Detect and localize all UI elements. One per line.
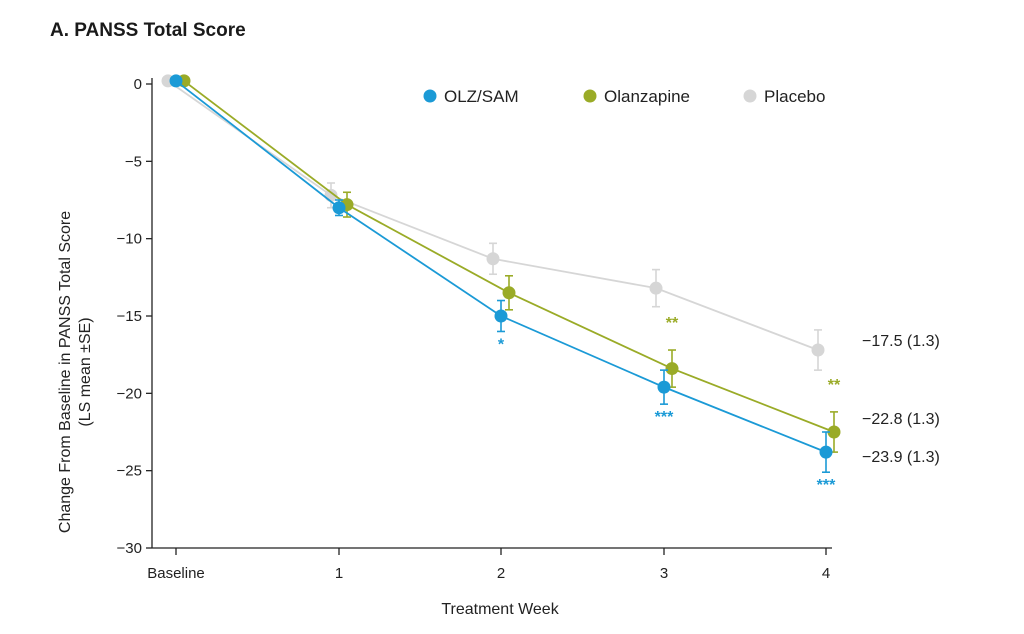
data-point-olz-sam <box>494 309 508 323</box>
y-tick-label: −30 <box>117 540 142 557</box>
significance-marker-olz-sam: *** <box>817 477 836 494</box>
data-point-placebo <box>486 252 500 266</box>
data-point-olanzapine <box>827 425 841 439</box>
significance-marker-olz-sam: *** <box>655 409 674 426</box>
data-point-olz-sam <box>819 445 833 459</box>
y-axis-title: Change From Baseline in PANSS Total Scor… <box>57 211 94 533</box>
x-tick-label: 3 <box>660 565 668 582</box>
data-point-placebo <box>811 343 825 357</box>
y-tick-label: −25 <box>117 463 142 480</box>
significance-marker-olanzapine: ** <box>828 377 841 394</box>
x-tick-label: 2 <box>497 565 505 582</box>
y-tick-label: −10 <box>117 231 142 248</box>
y-tick-label: −15 <box>117 308 142 325</box>
chart-title: A. PANSS Total Score <box>50 20 246 41</box>
legend-label-olanzapine: Olanzapine <box>604 87 690 106</box>
end-label-placebo: −17.5 (1.3) <box>862 333 940 350</box>
data-point-olz-sam <box>657 380 671 394</box>
significance-marker-olz-sam: * <box>498 336 505 353</box>
end-label-olanzapine: −22.8 (1.3) <box>862 411 940 428</box>
significance-marker-olanzapine: ** <box>666 315 679 332</box>
y-tick-label: −20 <box>117 385 142 402</box>
data-point-olanzapine <box>665 362 679 376</box>
x-axis-title: Treatment Week <box>441 601 559 618</box>
legend-marker-placebo <box>743 89 757 103</box>
y-tick-label: −5 <box>125 153 142 170</box>
legend-marker-olz-sam <box>423 89 437 103</box>
x-tick-label: Baseline <box>147 565 205 582</box>
legend-label-placebo: Placebo <box>764 87 825 106</box>
series-line-olz-sam <box>175 80 827 453</box>
data-point-placebo <box>649 281 663 295</box>
legend-label-olz-sam: OLZ/SAM <box>444 87 519 106</box>
series-line-olanzapine <box>183 80 835 433</box>
end-label-olz-sam: −23.9 (1.3) <box>862 449 940 466</box>
legend-marker-olanzapine <box>583 89 597 103</box>
data-point-olz-sam <box>169 74 183 88</box>
data-point-olanzapine <box>502 286 516 300</box>
data-point-olz-sam <box>332 201 346 215</box>
x-tick-label: 1 <box>335 565 343 582</box>
x-tick-label: 4 <box>822 565 830 582</box>
y-tick-label: 0 <box>134 76 142 93</box>
